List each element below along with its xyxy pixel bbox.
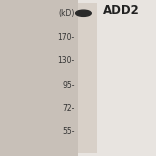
Text: 95-: 95- [62,80,75,90]
Text: 72-: 72- [63,104,75,113]
Text: 130-: 130- [58,56,75,65]
FancyBboxPatch shape [78,3,97,153]
Text: (kD): (kD) [58,9,75,18]
Text: 55-: 55- [62,127,75,136]
FancyBboxPatch shape [78,0,156,156]
Text: 170-: 170- [58,33,75,42]
Ellipse shape [76,10,91,16]
Text: ADD2: ADD2 [103,4,140,17]
